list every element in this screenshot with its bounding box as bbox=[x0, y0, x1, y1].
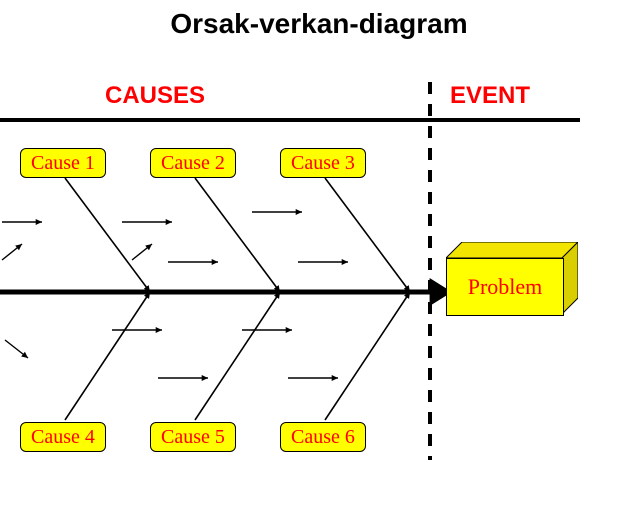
cause-5-box: Cause 5 bbox=[150, 422, 236, 452]
cause-6-box: Cause 6 bbox=[280, 422, 366, 452]
cause-2-box: Cause 2 bbox=[150, 148, 236, 178]
diagram-container: Orsak-verkan-diagram CAUSES EVENT Cause … bbox=[0, 0, 638, 508]
cause-3-box: Cause 3 bbox=[280, 148, 366, 178]
cause-4-box: Cause 4 bbox=[20, 422, 106, 452]
problem-label: Problem bbox=[468, 274, 543, 300]
problem-box: Problem bbox=[446, 242, 578, 314]
cause-1-box: Cause 1 bbox=[20, 148, 106, 178]
